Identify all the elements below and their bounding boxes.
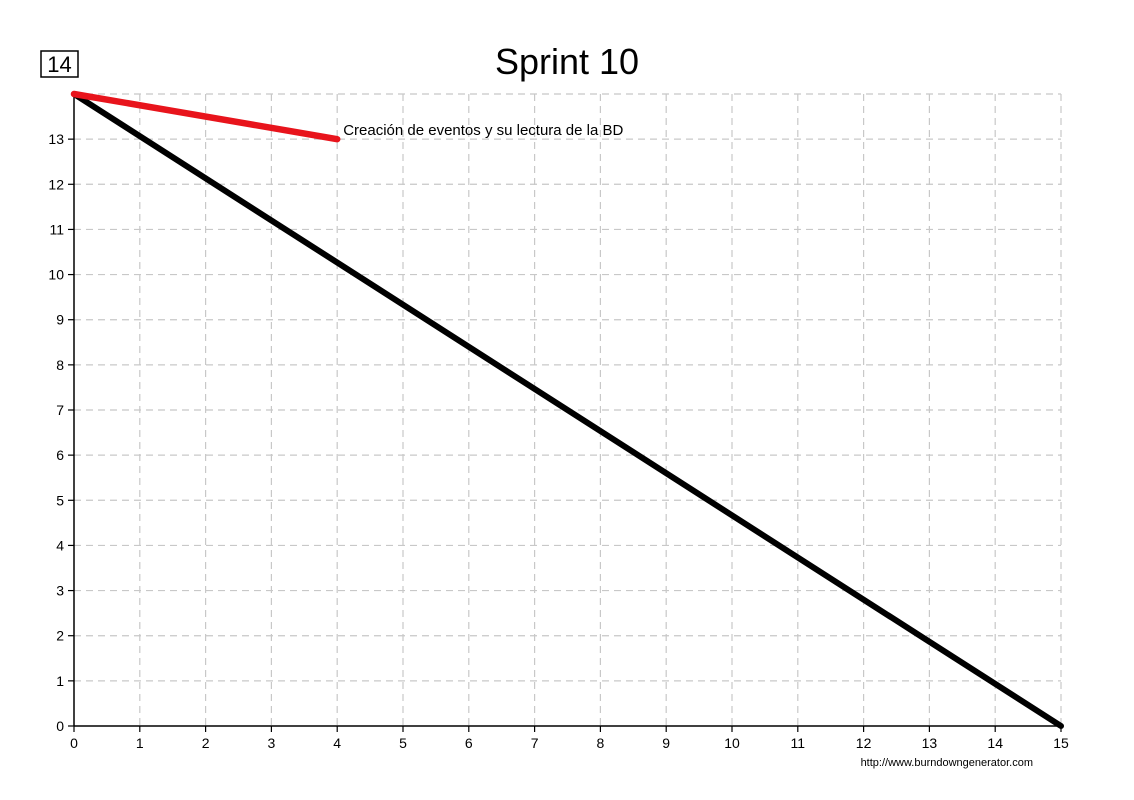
x-tick-label: 4 <box>333 735 341 751</box>
y-tick-label: 12 <box>48 176 64 192</box>
x-tick-label: 2 <box>202 735 210 751</box>
x-tick-label: 9 <box>662 735 670 751</box>
x-tick-label: 13 <box>922 735 938 751</box>
x-tick-label: 10 <box>724 735 740 751</box>
grid <box>74 93 1062 726</box>
actual-burndown-line <box>70 90 341 143</box>
x-tick-label: 7 <box>531 735 539 751</box>
y-tick-label: 9 <box>56 312 64 328</box>
max-value-label: 14 <box>47 52 71 77</box>
y-tick-label: 13 <box>48 131 64 147</box>
annotation-label: Creación de eventos y su lectura de la B… <box>343 122 623 139</box>
x-tick-label: 15 <box>1053 735 1069 751</box>
x-tick-label: 14 <box>987 735 1003 751</box>
y-tick-label: 1 <box>56 673 64 689</box>
y-tick-label: 6 <box>56 447 64 463</box>
credit-url: http://www.burndowngenerator.com <box>861 757 1033 769</box>
y-tick-label: 10 <box>48 267 64 283</box>
labels: 0 1 2 3 4 5 6 7 8 9 10 11 12 13 14 15012345678910111213… <box>48 122 1069 751</box>
y-tick-label: 7 <box>56 402 64 418</box>
x-tick-label: 12 <box>856 735 872 751</box>
x-tick-label: 1 <box>136 735 144 751</box>
y-tick-label: 3 <box>56 583 64 599</box>
y-tick-label: 8 <box>56 357 64 373</box>
x-tick-label: 11 <box>791 735 806 751</box>
y-tick-label: 5 <box>56 492 64 508</box>
x-tick-label: 5 <box>399 735 407 751</box>
ideal-burndown-line <box>71 91 1064 729</box>
y-tick-label: 4 <box>56 537 64 553</box>
x-tick-label: 8 <box>597 735 605 751</box>
axes <box>68 92 1063 732</box>
chart-title: Sprint 10 <box>495 41 639 82</box>
x-tick-label: 3 <box>268 735 276 751</box>
y-tick-label: 0 <box>56 718 64 734</box>
x-tick-label: 0 <box>70 735 78 751</box>
y-tick-label: 2 <box>56 628 64 644</box>
series <box>70 90 1064 729</box>
max-value-box <box>40 50 79 78</box>
y-tick-label: 11 <box>49 221 64 237</box>
x-tick-label: 6 <box>465 735 473 751</box>
